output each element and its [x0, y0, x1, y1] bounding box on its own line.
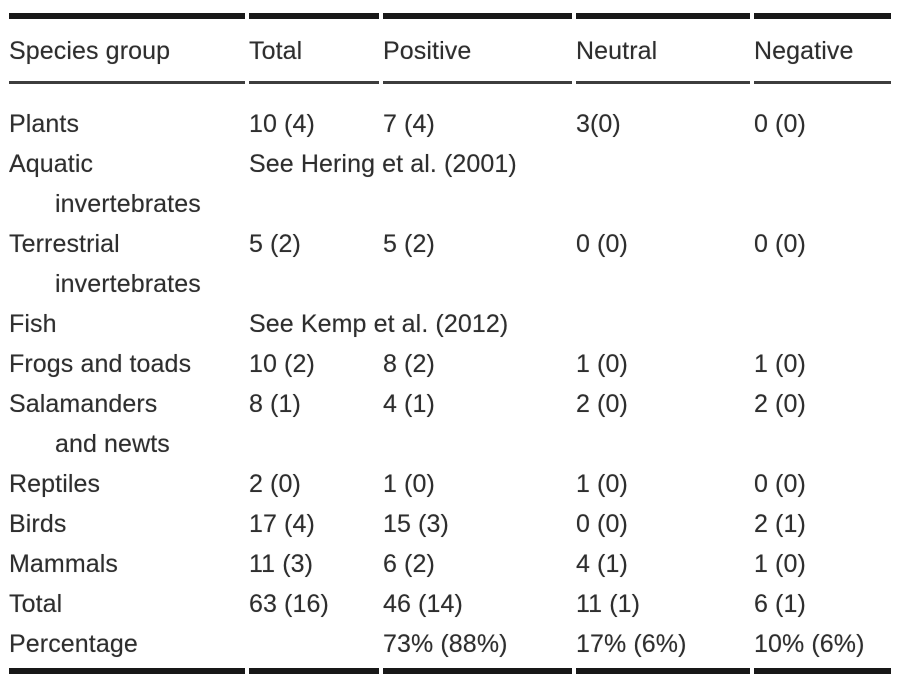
positive-cell: 5 (2)	[383, 230, 435, 258]
table-header: Species group Total Positive Neutral Neg…	[9, 13, 891, 84]
total-cell: 5 (2)	[249, 230, 301, 258]
header-neutral: Neutral	[576, 13, 750, 84]
table-row-aquatic-invertebrates: Aquatic invertebrates See Hering et al. …	[9, 144, 891, 224]
species-group-line2: invertebrates	[55, 270, 201, 298]
negative-cell: 0 (0)	[754, 230, 806, 258]
negative-cell: 10% (6%)	[754, 624, 891, 674]
table-row-reptiles: Reptiles 2 (0) 1 (0) 1 (0) 0 (0)	[9, 464, 891, 504]
table-row-birds: Birds 17 (4) 15 (3) 0 (0) 2 (1)	[9, 504, 891, 544]
total-cell: 8 (1)	[249, 390, 301, 418]
neutral-cell: 1 (0)	[576, 350, 628, 378]
negative-cell: 6 (1)	[754, 590, 806, 618]
positive-cell: 6 (2)	[383, 550, 435, 578]
species-group-cell: Birds	[9, 510, 67, 538]
species-group-cell: Aquatic invertebrates	[9, 144, 245, 224]
table-row-mammals: Mammals 11 (3) 6 (2) 4 (1) 1 (0)	[9, 544, 891, 584]
table-row-fish: Fish See Kemp et al. (2012)	[9, 304, 891, 344]
neutral-cell: 4 (1)	[576, 550, 628, 578]
header-positive: Positive	[383, 13, 572, 84]
table-row-total: Total 63 (16) 46 (14) 11 (1) 6 (1)	[9, 584, 891, 624]
species-group-cell: Percentage	[9, 624, 245, 674]
species-group-cell: Fish	[9, 310, 57, 338]
header-species-group: Species group	[9, 13, 245, 84]
total-cell: 2 (0)	[249, 470, 301, 498]
species-group-cell: Terrestrial invertebrates	[9, 224, 245, 304]
total-cell	[249, 624, 379, 674]
table-row-salamanders-and-newts: Salamanders and newts 8 (1) 4 (1) 2 (0) …	[9, 384, 891, 464]
neutral-cell: 11 (1)	[576, 590, 641, 618]
header-total: Total	[249, 13, 379, 84]
table-row-percentage: Percentage 73% (88%) 17% (6%) 10% (6%)	[9, 624, 891, 674]
species-group-line2: and newts	[55, 430, 170, 458]
species-group-line2: invertebrates	[55, 190, 201, 218]
negative-cell: 1 (0)	[754, 350, 806, 378]
total-cell: 17 (4)	[249, 510, 315, 538]
reference-note-cell: See Kemp et al. (2012)	[249, 310, 509, 338]
species-group-line1: Terrestrial	[9, 230, 120, 258]
positive-cell: 15 (3)	[383, 510, 449, 538]
positive-cell: 46 (14)	[383, 590, 463, 618]
negative-cell: 2 (0)	[754, 390, 806, 418]
table-row-terrestrial-invertebrates: Terrestrial invertebrates 5 (2) 5 (2) 0 …	[9, 224, 891, 304]
total-cell: 63 (16)	[249, 590, 329, 618]
species-group-cell: Mammals	[9, 550, 119, 578]
reference-note-cell: See Hering et al. (2001)	[249, 150, 517, 178]
total-cell: 10 (4)	[249, 110, 315, 138]
positive-cell: 7 (4)	[383, 110, 435, 138]
positive-cell: 1 (0)	[383, 470, 435, 498]
header-negative: Negative	[754, 13, 891, 84]
species-group-cell: Salamanders and newts	[9, 384, 245, 464]
species-group-cell: Reptiles	[9, 470, 101, 498]
table-row-frogs-and-toads: Frogs and toads 10 (2) 8 (2) 1 (0) 1 (0)	[9, 344, 891, 384]
species-group-line1: Salamanders	[9, 390, 158, 418]
species-group-line1: Aquatic	[9, 150, 94, 178]
total-cell: 11 (3)	[249, 550, 314, 578]
negative-cell: 0 (0)	[754, 110, 806, 138]
negative-cell: 0 (0)	[754, 470, 806, 498]
total-cell: 10 (2)	[249, 350, 315, 378]
table-body: Plants 10 (4) 7 (4) 3(0) 0 (0) Aquatic i…	[9, 84, 891, 674]
negative-cell: 2 (1)	[754, 510, 806, 538]
positive-cell: 4 (1)	[383, 390, 435, 418]
neutral-cell: 0 (0)	[576, 230, 628, 258]
positive-cell: 73% (88%)	[383, 624, 572, 674]
neutral-cell: 17% (6%)	[576, 624, 750, 674]
neutral-cell: 3(0)	[576, 110, 621, 138]
species-group-cell: Frogs and toads	[9, 350, 192, 378]
species-group-cell: Plants	[9, 110, 80, 138]
neutral-cell: 0 (0)	[576, 510, 628, 538]
neutral-cell: 1 (0)	[576, 470, 628, 498]
species-outcomes-table: Species group Total Positive Neutral Neg…	[5, 13, 895, 674]
species-group-cell: Total	[9, 590, 63, 618]
header-row: Species group Total Positive Neutral Neg…	[9, 13, 891, 84]
positive-cell: 8 (2)	[383, 350, 435, 378]
neutral-cell: 2 (0)	[576, 390, 628, 418]
table-row-plants: Plants 10 (4) 7 (4) 3(0) 0 (0)	[9, 84, 891, 144]
negative-cell: 1 (0)	[754, 550, 806, 578]
